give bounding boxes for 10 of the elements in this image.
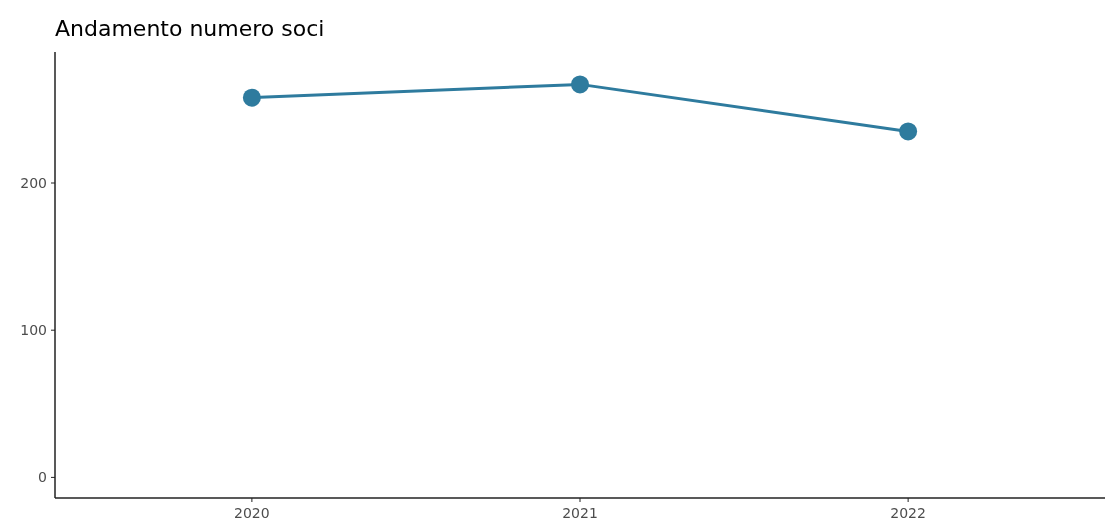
point [571, 75, 589, 94]
y-tick-label: 0 [38, 469, 47, 486]
y-tick-label: 200 [20, 174, 47, 191]
chart-title: Andamento numero soci [55, 16, 325, 41]
x-tick-label: 2022 [890, 505, 926, 521]
point [899, 122, 918, 141]
x-tick-label: 2021 [562, 505, 598, 521]
x-tick-label: 2020 [234, 505, 270, 521]
y-tick-label: 100 [20, 322, 47, 339]
point [242, 88, 261, 107]
